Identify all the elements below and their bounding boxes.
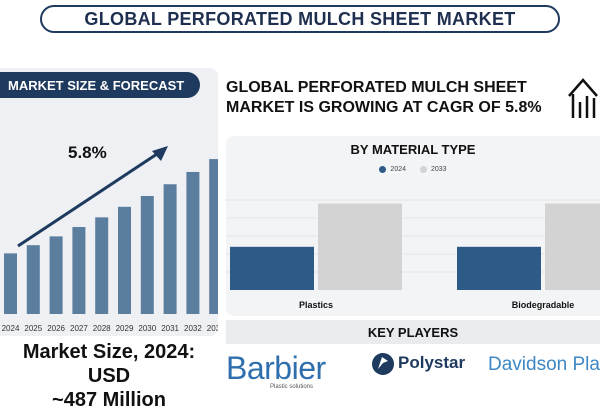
forecast-tick-2029: 2029: [116, 324, 134, 333]
forecast-bar-2024: [4, 253, 17, 314]
legend-item-2033: 2033: [420, 166, 447, 173]
legend-dot-2024: [379, 166, 387, 173]
material-bar-plastics-2033: [318, 203, 402, 290]
material-bar-plastics-2024: [230, 246, 314, 290]
polystar-logo: Polystar: [368, 350, 488, 380]
material-legend: 2024 2033: [226, 166, 600, 173]
legend-item-2024: 2024: [379, 166, 406, 173]
house-chart-icon: [568, 78, 598, 118]
barbier-tagline: Plastic solutions: [270, 384, 314, 390]
material-tick-plastics: Plastics: [299, 300, 333, 310]
material-chart: Plastics Biodegradable: [226, 199, 600, 310]
growth-arrow-head: [152, 146, 168, 161]
forecast-header: MARKET SIZE & FORECAST: [0, 72, 200, 98]
market-size-line1: Market Size, 2024: USD: [22, 341, 196, 387]
cagr-heading: GLOBAL PERFORATED MULCH SHEET MARKET IS …: [226, 78, 556, 118]
market-size-text: Market Size, 2024: USD ~487 Million: [0, 340, 218, 412]
barbier-name: Barbier: [226, 350, 326, 386]
forecast-bar-2028: [95, 217, 109, 314]
forecast-bar-2026: [49, 236, 63, 314]
forecast-tick-2026: 2026: [47, 324, 65, 333]
forecast-bar-2033: [209, 159, 218, 314]
polystar-name: Polystar: [398, 353, 466, 372]
material-bar-biodegradable-2024: [457, 246, 541, 290]
forecast-tick-2031: 2031: [161, 324, 179, 333]
forecast-bar-2031: [163, 184, 177, 314]
material-bar-biodegradable-2033: [545, 203, 600, 290]
forecast-chart: 2024 2025 2026 2027 2028 2029 2030 2031 2032 2033…: [2, 143, 218, 333]
page-title: GLOBAL PERFORATED MULCH SHEET MARKET: [40, 5, 560, 33]
material-tick-biodegradable: Biodegradable: [512, 300, 575, 310]
forecast-tick-2025: 2025: [24, 324, 42, 333]
title-bar: GLOBAL PERFORATED MULCH SHEET MARKET: [0, 0, 600, 38]
cagr-heading-line1: GLOBAL PERFORATED MULCH SHEET: [226, 79, 527, 96]
market-size-line2: ~487 Million: [52, 389, 166, 411]
forecast-tick-2027: 2027: [70, 324, 88, 333]
key-players-header: KEY PLAYERS: [226, 320, 600, 344]
cagr-heading-line2: MARKET IS GROWING AT CAGR OF 5.8%: [226, 99, 542, 116]
forecast-bar-2025: [26, 245, 40, 314]
forecast-tick-2028: 2028: [93, 324, 111, 333]
polystar-logo-icon: [372, 353, 394, 375]
forecast-bar-2032: [186, 171, 200, 314]
legend-label-2024: 2024: [390, 166, 406, 173]
forecast-bar-2030: [140, 195, 154, 314]
cagr-annotation: 5.8%: [68, 143, 107, 162]
forecast-bar-2029: [118, 206, 131, 314]
davidson-logo: Davidson Plas: [488, 354, 600, 375]
legend-label-2033: 2033: [431, 166, 447, 173]
forecast-tick-2030: 2030: [138, 324, 156, 333]
forecast-tick-2024: 2024: [2, 324, 20, 333]
growth-arrow-line: [17, 150, 161, 248]
material-title: BY MATERIAL TYPE: [350, 142, 476, 157]
barbier-logo: Barbier Plastic solutions: [226, 348, 338, 396]
forecast-tick-2032: 2032: [184, 324, 202, 333]
forecast-tick-2033: 2033: [207, 324, 218, 333]
forecast-bar-2027: [72, 227, 86, 314]
legend-dot-2033: [420, 166, 427, 173]
